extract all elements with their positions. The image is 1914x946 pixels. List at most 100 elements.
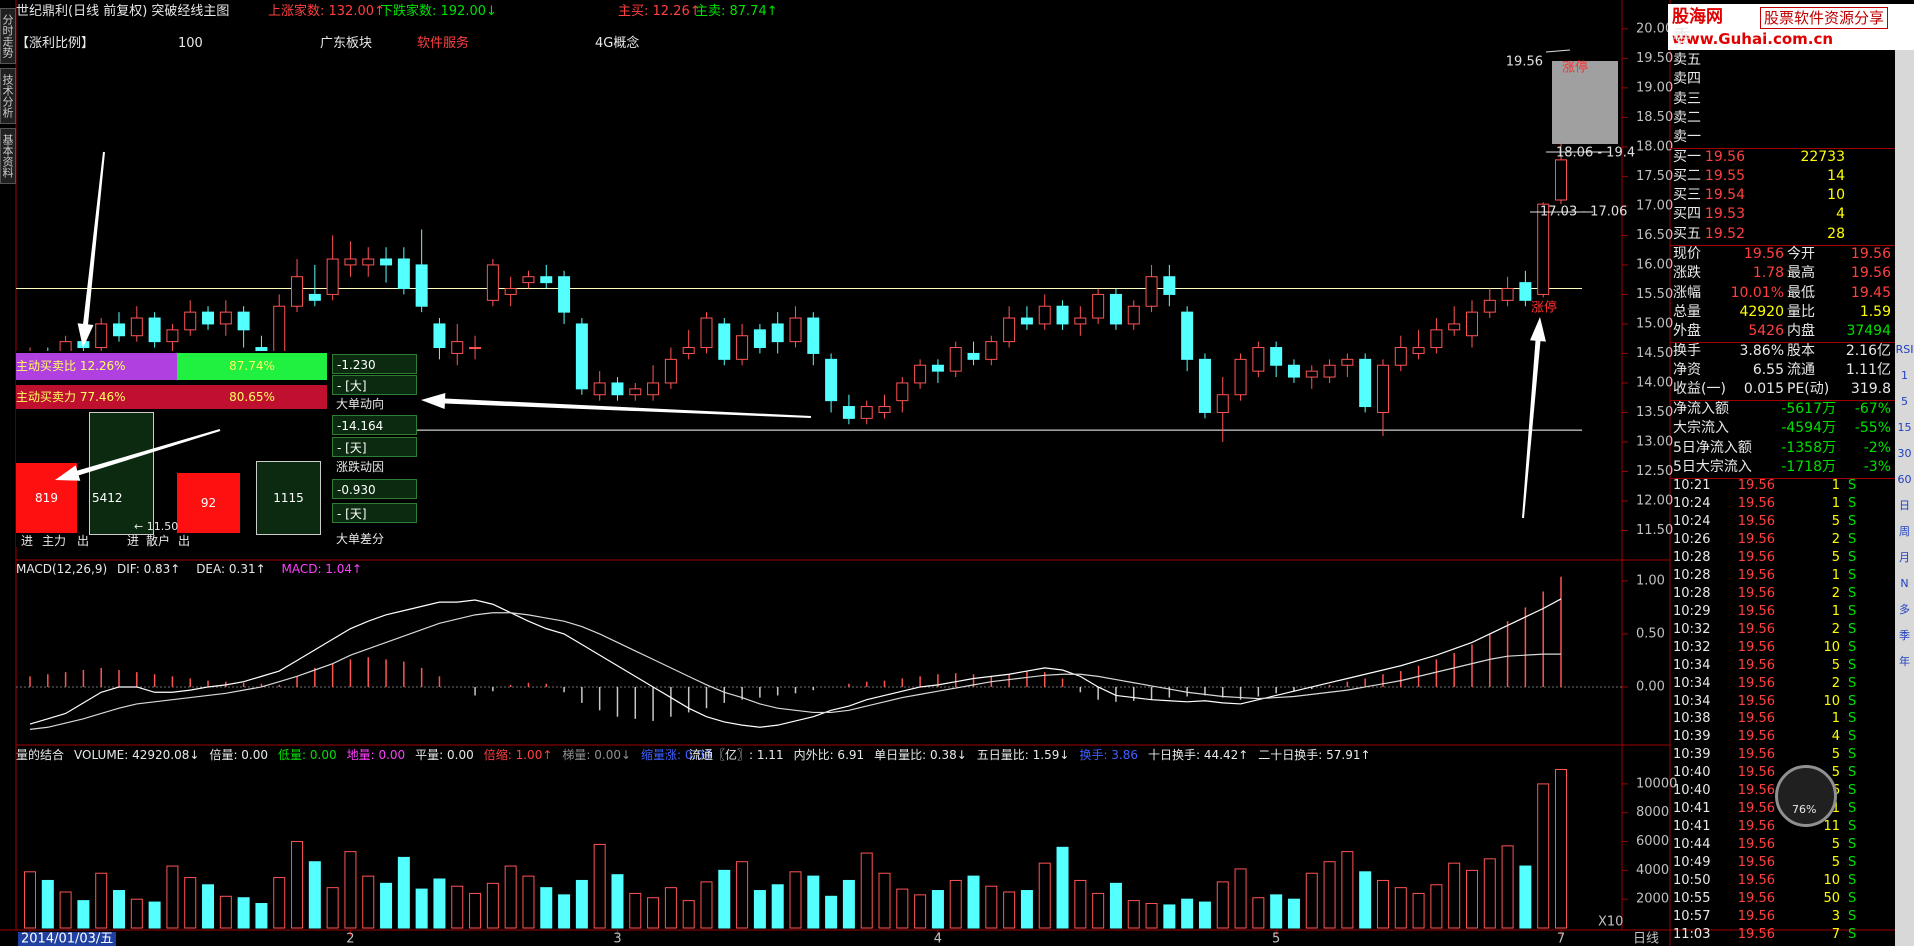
buy-price: 19.53 (1704, 206, 1745, 223)
side-tab[interactable]: 基本资料 (0, 128, 16, 184)
tick-price: 19.56 (1737, 765, 1775, 781)
tick-time: 10:39 (1673, 747, 1711, 763)
candle-body (540, 276, 553, 284)
quote-value: 42920 (1739, 303, 1784, 320)
buy-label: 买四 (1673, 206, 1701, 223)
volume-bar (771, 884, 784, 929)
volume-label: 量的结合 (16, 748, 65, 762)
tick-price: 19.56 (1737, 909, 1775, 925)
toolbar-button[interactable]: RSI (1895, 343, 1914, 356)
candle-body (130, 317, 143, 337)
quote-value: 10.01% (1730, 284, 1784, 301)
volume-stat: 流通〖亿〗: 1.11 (689, 748, 784, 762)
candle-body (202, 311, 215, 325)
buy-volume: 10 (1827, 187, 1845, 204)
tick-side: S (1848, 927, 1857, 942)
toolbar-button[interactable]: 1 (1901, 369, 1908, 382)
separator (1670, 342, 1895, 343)
volume-bar (1252, 897, 1265, 929)
volume-bar (24, 871, 36, 929)
volume-bar (41, 879, 54, 929)
flow-pct: -67% (1854, 401, 1891, 417)
tick-price: 19.56 (1737, 711, 1775, 727)
volume-bar (1483, 858, 1496, 929)
candle-body (184, 311, 197, 331)
candle-body (967, 352, 980, 360)
tick-side: S (1848, 801, 1857, 817)
toolbar-button[interactable]: 日 (1899, 499, 1910, 512)
toolbar-button[interactable]: 多 (1899, 603, 1910, 616)
watermark-site: 股海网 (1672, 7, 1723, 27)
volume-label: 倍量: 0.00 (209, 748, 269, 762)
candle-body (985, 341, 998, 360)
toolbar-button[interactable]: 5 (1901, 395, 1908, 408)
tick-price: 19.56 (1737, 603, 1775, 619)
flow-overlay: 主动买卖比 12.26% 87.74% 主动买卖力 77.46% 80.65% … (16, 351, 417, 548)
candle-body (1020, 317, 1033, 325)
candle-body (380, 258, 393, 266)
quote-value: 37494 (1846, 323, 1891, 340)
toolbar-button[interactable]: 年 (1899, 655, 1910, 668)
tick-time: 10:34 (1673, 693, 1711, 709)
buy-label: 买三 (1673, 187, 1701, 204)
toolbar-bg (1895, 50, 1914, 946)
candle-body (1465, 311, 1478, 337)
tick-time: 10:57 (1673, 909, 1711, 925)
concept: 4G概念 (595, 36, 640, 51)
volume-bar (1074, 879, 1087, 929)
buy-ratio: 主动买卖比 12.26% (16, 353, 177, 380)
tick-price: 19.56 (1737, 873, 1775, 889)
watermark-slogan: 股票软件资源分享 (1760, 7, 1889, 29)
toolbar-button[interactable]: 周 (1899, 525, 1910, 538)
tick-side: S (1848, 639, 1857, 655)
candle-body (629, 388, 642, 396)
toolbar-button[interactable]: N (1900, 577, 1909, 590)
quote-label: 涨跌 (1673, 265, 1701, 282)
volume-bar (1145, 903, 1158, 929)
toolbar-button[interactable]: 月 (1899, 551, 1910, 564)
ratio-value: 100 (178, 36, 203, 51)
buy-label: 买五 (1673, 225, 1701, 242)
y-tick-label: 16.00 (1636, 257, 1673, 272)
volume-bar (967, 875, 980, 929)
tick-volume: 10 (1823, 693, 1840, 709)
candle-body (344, 258, 357, 266)
y-tick-label: 15.50 (1636, 287, 1673, 302)
quote-label: 内盘 (1787, 323, 1815, 340)
toolbar-button[interactable]: 30 (1897, 447, 1912, 460)
side-tab[interactable]: 分时走势 (0, 8, 16, 64)
quote-value: 19.56 (1850, 265, 1891, 282)
volume-bar (273, 877, 286, 929)
candle-body (433, 323, 446, 349)
volume-bar (1056, 846, 1069, 929)
toolbar-button[interactable]: 15 (1897, 421, 1912, 434)
volume-bar (166, 865, 179, 929)
volume-bar (1501, 845, 1514, 929)
tick-volume: 1 (1831, 495, 1840, 511)
candle-body (1145, 276, 1158, 307)
flow-label: 出 (77, 534, 90, 548)
toolbar-button[interactable]: 季 (1899, 629, 1910, 642)
x-tick-label: 2 (346, 932, 354, 946)
tick-price: 19.56 (1737, 639, 1775, 655)
volume-bar (736, 861, 749, 929)
volume-bar (1412, 892, 1425, 929)
tick-volume: 11 (1823, 819, 1840, 835)
volume-bar (718, 869, 731, 929)
range-label: 18.06 - 19.4 (1556, 146, 1635, 161)
volume-bar (949, 879, 962, 929)
toolbar-button[interactable]: 60 (1897, 473, 1912, 486)
volume-stat: 十日换手: 44.42↑ (1148, 748, 1249, 762)
tick-volume: 5 (1831, 549, 1840, 565)
flow-value: -1718万 (1781, 458, 1836, 475)
volume-bar (896, 888, 909, 929)
tick-price: 19.56 (1737, 891, 1775, 907)
volume-bar (202, 884, 215, 929)
flow-label: 5日净流入额 (1673, 439, 1752, 456)
flow-label: 主力 (42, 534, 67, 548)
side-tab[interactable]: 技术分析 (0, 68, 16, 124)
quote-label: 流通 (1787, 361, 1815, 378)
separator (1670, 478, 1895, 479)
y-tick-label: 15.00 (1636, 316, 1673, 331)
sell-label: 卖一 (1673, 129, 1701, 146)
